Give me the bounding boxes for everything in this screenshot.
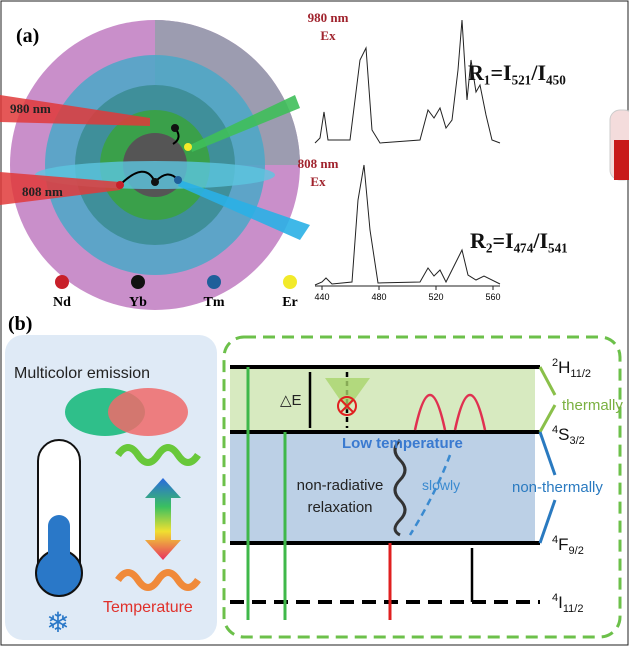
sub: 9/2 bbox=[569, 545, 584, 557]
text: non-radiative bbox=[297, 477, 384, 494]
text: △E bbox=[280, 392, 302, 409]
mercury bbox=[48, 515, 70, 575]
thermometer-fill bbox=[614, 140, 629, 180]
term: F bbox=[558, 535, 568, 554]
excitation-label: 980 nm bbox=[10, 101, 51, 116]
band bbox=[230, 367, 535, 432]
text: Temperature bbox=[103, 599, 193, 616]
snowflake: ❄ bbox=[46, 607, 69, 638]
text: relaxation bbox=[307, 499, 372, 516]
ratio: R₁=I₅₂₁/I₄₅₀ bbox=[468, 60, 566, 85]
ion-legend bbox=[55, 275, 69, 289]
sub: 11/2 bbox=[563, 603, 584, 615]
spectrum-ex: Ex bbox=[320, 28, 336, 43]
x-tick-label: 480 bbox=[371, 292, 386, 302]
ion-label: Nd bbox=[53, 295, 71, 310]
panel-label: (b) bbox=[8, 313, 32, 335]
ion bbox=[151, 178, 159, 186]
ion bbox=[171, 124, 179, 132]
x-tick-label: 560 bbox=[485, 292, 500, 302]
ion-legend bbox=[207, 275, 221, 289]
spectrum-ex: 808 nm bbox=[298, 156, 339, 171]
sub: 11/2 bbox=[570, 368, 591, 380]
ion bbox=[116, 181, 124, 189]
ion bbox=[174, 176, 182, 184]
ion-label: Er bbox=[282, 295, 298, 310]
panel-label: (a) bbox=[16, 25, 39, 47]
spectrum-ex: Ex bbox=[310, 174, 326, 189]
ion bbox=[184, 143, 192, 151]
text: non-thermally bbox=[512, 479, 603, 496]
figure: (a) 980 nm 808 nm Nd Yb Tm Er 980 nm Ex 808… bbox=[0, 0, 629, 646]
emission bbox=[108, 388, 188, 436]
term: S bbox=[558, 425, 569, 444]
x-tick-label: 440 bbox=[314, 292, 329, 302]
ion-label: Yb bbox=[129, 295, 147, 310]
text: Low temperature bbox=[342, 435, 463, 452]
ratio: R₂=I₄₇₄/I₅₄₁ bbox=[470, 228, 568, 253]
text: slowly bbox=[422, 477, 460, 493]
ion-legend bbox=[283, 275, 297, 289]
sub: 3/2 bbox=[569, 435, 584, 447]
ion-label: Tm bbox=[204, 295, 225, 310]
spectrum-ex: 980 nm bbox=[308, 10, 349, 25]
excitation-label: 808 nm bbox=[22, 184, 63, 199]
text: Multicolor emission bbox=[14, 365, 150, 382]
text: thermally bbox=[562, 397, 623, 414]
x-tick-label: 520 bbox=[428, 292, 443, 302]
term: H bbox=[558, 358, 570, 377]
ion-legend bbox=[131, 275, 145, 289]
